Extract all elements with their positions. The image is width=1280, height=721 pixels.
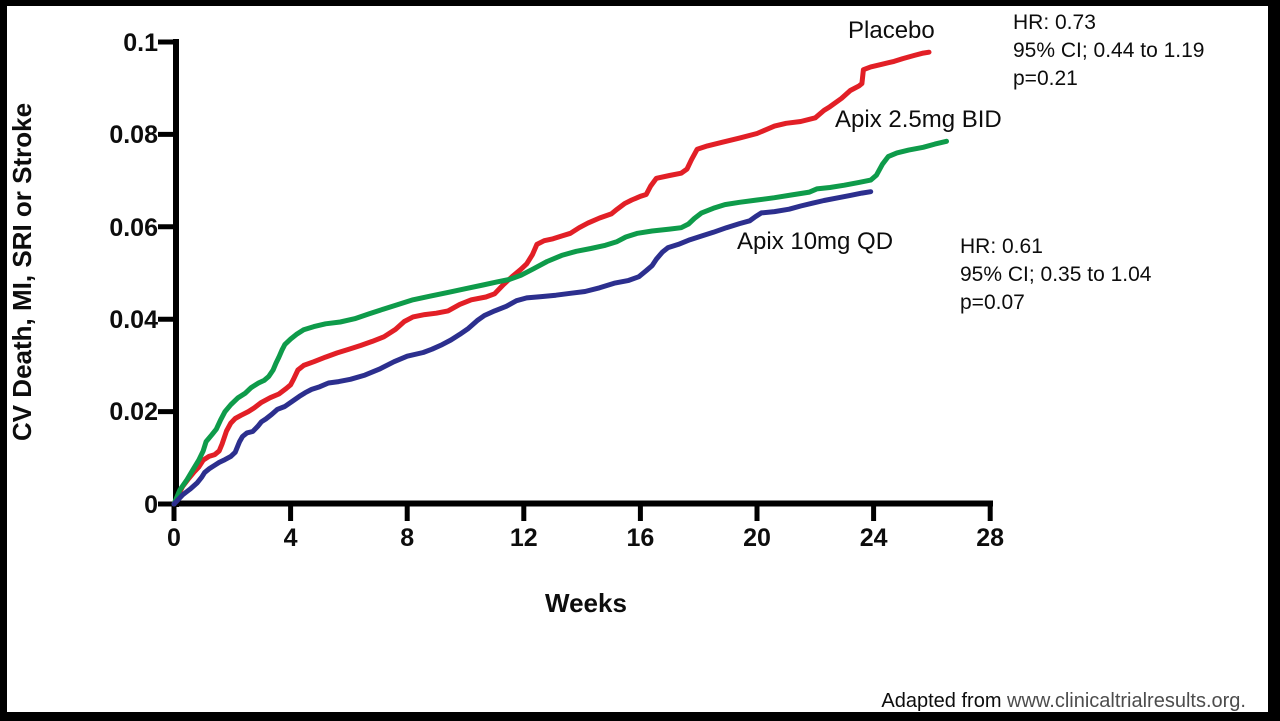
- y-axis-title: CV Death, MI, SRI or Stroke: [7, 103, 37, 441]
- x-tick-label: 24: [860, 524, 888, 552]
- y-tick-label: 0: [144, 491, 158, 519]
- x-tick-marks: [171, 503, 993, 521]
- x-tick-label: 20: [743, 524, 771, 552]
- series-line-apix-25mg-bid: [171, 138, 949, 507]
- series-line-apix-10mg-qd: [171, 189, 874, 507]
- annotation-line: HR: 0.73: [1013, 11, 1096, 34]
- annotation-hr-apix-10mg: HR: 0.61 95% CI; 0.35 to 1.04 p=0.07: [960, 235, 1152, 314]
- annotation-line: 95% CI; 0.44 to 1.19: [1013, 39, 1204, 62]
- annotation-line: p=0.07: [960, 291, 1025, 314]
- y-tick-marks: [158, 39, 176, 507]
- annotation-line: 95% CI; 0.35 to 1.04: [960, 263, 1152, 286]
- source-credit: Adapted from www.clinicaltrialresults.or…: [881, 690, 1246, 712]
- x-axis-title: Weeks: [545, 588, 627, 618]
- x-tick-label: 16: [626, 524, 654, 552]
- x-tick-label: 28: [976, 524, 1004, 552]
- x-tick-label: 12: [510, 524, 538, 552]
- annotation-hr-placebo: HR: 0.73 95% CI; 0.44 to 1.19 p=0.21: [1013, 11, 1204, 90]
- y-tick-label: 0.04: [109, 306, 158, 334]
- y-tick-labels: 0.1 0.08 0.06 0.04 0.02 0: [109, 29, 158, 519]
- series-label-apix-10mg-qd: Apix 10mg QD: [737, 228, 893, 255]
- y-tick-label: 0.02: [109, 398, 158, 426]
- source-credit-url: www.clinicaltrialresults.org.: [1006, 690, 1246, 712]
- annotation-line: HR: 0.61: [960, 235, 1043, 258]
- series-line-placebo: [171, 49, 932, 507]
- series-label-apix-25mg-bid: Apix 2.5mg BID: [835, 106, 1002, 133]
- source-credit-prefix: Adapted from: [881, 690, 1007, 712]
- y-tick-label: 0.08: [109, 121, 158, 149]
- x-tick-label: 4: [284, 524, 298, 552]
- y-tick-label: 0.06: [109, 214, 158, 242]
- annotation-line: p=0.21: [1013, 67, 1078, 90]
- x-tick-label: 0: [167, 524, 181, 552]
- y-tick-label: 0.1: [123, 29, 158, 57]
- x-tick-label: 8: [400, 524, 414, 552]
- series-label-placebo: Placebo: [848, 17, 935, 44]
- x-tick-labels: 0 4 8 12 16 20 24 28: [167, 524, 1004, 552]
